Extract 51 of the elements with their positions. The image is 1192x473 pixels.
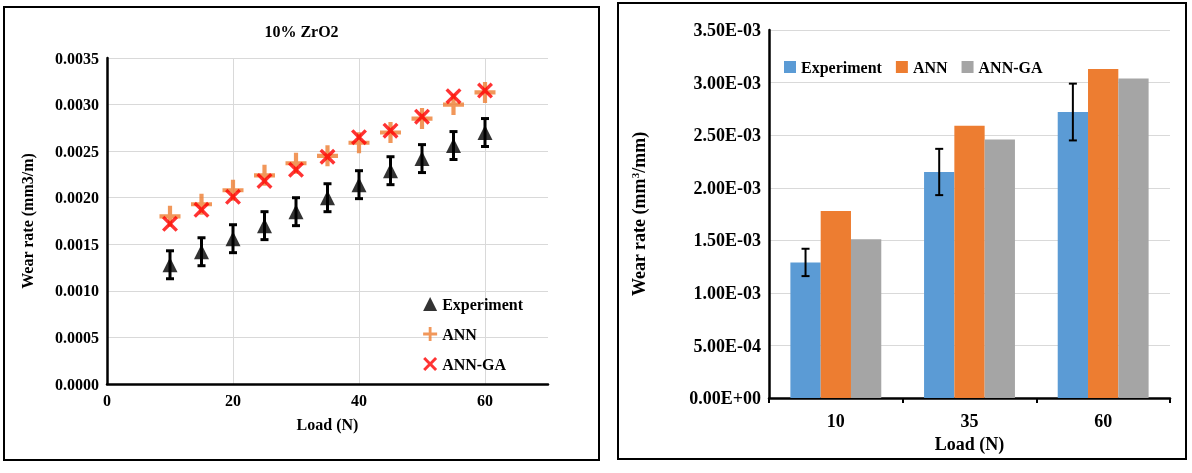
y-tick-label: 3.50E-03 [693,20,761,40]
point [288,204,304,220]
y-tick-label: 0.0015 [55,235,99,253]
legend-label: ANN-GA [978,58,1043,76]
bar [820,210,851,399]
point [414,151,430,167]
point [445,88,462,105]
y-tick-label: 0.0025 [55,142,99,160]
legend-label: Experiment [442,295,524,314]
bar [850,239,882,399]
y-axis-title: Wear rate (mm3/m) [18,153,37,289]
y-tick-label: 2.00E-03 [693,177,761,198]
bar [1057,112,1089,399]
x-tick-label: 20 [225,391,241,409]
bar [790,262,821,399]
y-tick-label: 1.00E-03 [693,282,761,303]
bar [1118,78,1149,399]
legend-label: ANN [442,325,478,343]
y-tick-label: 0.0020 [55,189,99,207]
x-tick-label: 35 [960,411,979,432]
y-tick-label: 3.00E-03 [693,72,761,93]
legend-label: Experiment [801,58,883,77]
point [477,125,493,141]
x-tick-label: 0 [103,391,111,409]
y-tick-label: 1.50E-03 [693,230,761,251]
chart-title: 10% ZrO2 [264,22,339,40]
point [351,177,367,193]
point [382,122,399,139]
x-tick-label: 60 [1094,411,1113,432]
x-tick-label: 10 [826,411,845,432]
x-tick-label: 60 [477,391,493,409]
x-axis-title: Load (N) [296,415,359,434]
y-axis-title: Wear rate (mm3/mm) [628,131,650,297]
y-tick-label: 0.0005 [55,328,99,346]
y-tick-label: 5.00E-04 [693,335,761,356]
y-tick-label: 0.0035 [55,49,99,67]
y-tick-label: 0.0030 [55,96,99,114]
x-tick-label: 40 [351,391,367,409]
point [162,257,178,273]
y-tick-label: 2.50E-03 [693,125,761,146]
legend-label: ANN-GA [442,355,507,373]
legend-label: ANN [912,58,948,76]
y-tick-label: 0.0010 [55,282,99,300]
bar [1088,68,1119,399]
point [225,231,241,247]
bar [954,125,985,399]
y-tick-label: 0.00E+00 [689,388,761,409]
bar [924,171,955,399]
x-axis-title: Load (N) [934,434,1005,455]
bar [984,139,1015,399]
y-tick-label: 0.0000 [55,375,99,393]
